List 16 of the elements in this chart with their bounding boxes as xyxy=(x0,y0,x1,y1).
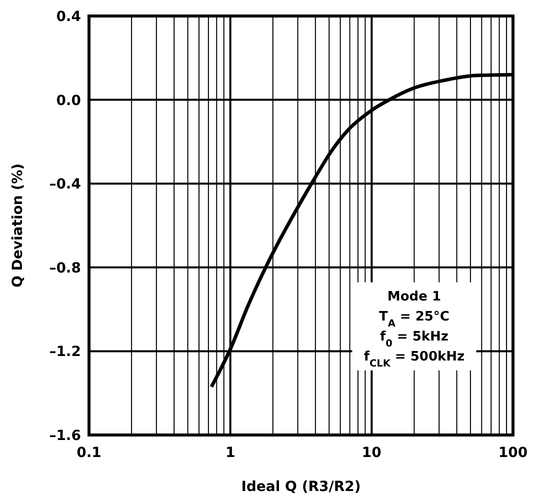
y-tick-label: –1.2 xyxy=(49,344,81,360)
y-tick-label: 0.0 xyxy=(56,92,82,109)
y-tick-label: 0.4 xyxy=(56,9,82,25)
y-tick-label: –0.8 xyxy=(49,260,81,276)
x-tick-label: 10 xyxy=(362,445,382,461)
x-tick-label: 0.1 xyxy=(76,445,102,461)
annotation: f$_{0}$ = 5kHz xyxy=(380,329,448,349)
annotation: f$_{CLK}$ = 500kHz xyxy=(364,349,465,369)
x-axis-title: Ideal Q (R3/R2) xyxy=(241,479,361,495)
x-tick-label: 100 xyxy=(498,445,528,461)
annotation: T$_{A}$ = 25°C xyxy=(378,309,450,329)
y-tick-label: –1.6 xyxy=(49,428,81,444)
annotation: Mode 1 xyxy=(387,289,441,304)
x-tick-label: 1 xyxy=(225,445,236,461)
y-tick-label: –0.4 xyxy=(49,176,82,193)
y-axis-title: Q Deviation (%) xyxy=(10,163,26,288)
